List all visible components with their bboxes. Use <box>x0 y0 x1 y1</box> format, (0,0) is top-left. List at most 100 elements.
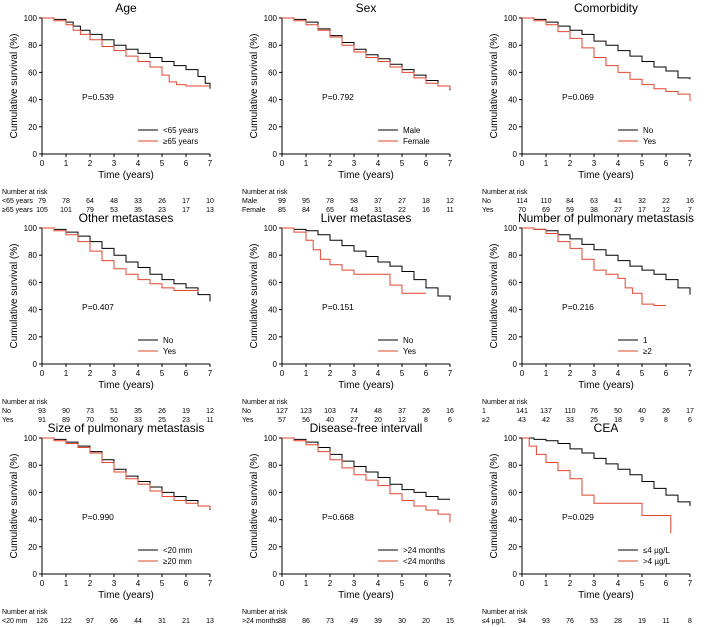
chart-8-ylabel: Cumulative survival (%) <box>489 453 500 558</box>
chart-5-risk-count: 40 <box>638 408 646 415</box>
chart-4-ytick-label: 40 <box>268 306 277 315</box>
chart-2-risk-count: 84 <box>566 198 574 205</box>
chart-4-risk-count: 27 <box>350 417 358 424</box>
chart-1-risk-count: 78 <box>326 198 334 205</box>
chart-5-risk-count: 43 <box>518 417 526 424</box>
chart-8-ytick-label: 40 <box>508 516 517 525</box>
chart-5-risk-count: 18 <box>614 417 622 424</box>
chart-1-risk-header: Number at risk <box>242 189 288 196</box>
chart-3-ytick-label: 20 <box>28 333 37 342</box>
chart-1-ytick-label: 80 <box>268 41 277 50</box>
chart-0-series-1-curve <box>42 17 210 87</box>
chart-1-risk-count: 27 <box>398 198 406 205</box>
chart-8-xtick-label: 4 <box>616 579 621 588</box>
chart-2-risk-count: 7 <box>688 207 692 214</box>
chart-8-title: CEA <box>594 421 619 435</box>
chart-0-risk-count: 48 <box>110 198 118 205</box>
chart-0-risk-count: 64 <box>86 198 94 205</box>
chart-4-ytick-label: 100 <box>264 224 278 233</box>
chart-3-risk-count: 26 <box>158 408 166 415</box>
chart-2-risk-count: 38 <box>590 207 598 214</box>
chart-0-p-value: P=0.539 <box>82 92 114 102</box>
chart-7-risk-count: 20 <box>422 618 430 625</box>
chart-6-xtick-label: 6 <box>184 579 189 588</box>
chart-6-p-value: P=0.990 <box>82 512 114 522</box>
chart-4-ylabel: Cumulative survival (%) <box>249 243 260 348</box>
chart-1-risk-count: 31 <box>374 207 382 214</box>
chart-0-risk-count: 101 <box>60 207 72 214</box>
chart-1-risk-row-label-0: Male <box>242 198 257 205</box>
chart-4-xtick-label: 1 <box>304 369 309 378</box>
chart-3-xlabel: Time (years) <box>98 380 154 391</box>
chart-3-risk-count: 19 <box>182 408 190 415</box>
chart-4-series-0-curve <box>282 227 451 301</box>
chart-7-series-1-curve <box>282 437 451 523</box>
chart-5-risk-count: 25 <box>590 417 598 424</box>
chart-4-risk-count: 20 <box>374 417 382 424</box>
chart-5-risk-count: 17 <box>686 408 694 415</box>
chart-4-ytick-label: 20 <box>268 333 277 342</box>
chart-2-xtick-label: 2 <box>568 159 573 168</box>
chart-1-axes <box>281 18 450 155</box>
chart-4-risk-count: 16 <box>446 408 454 415</box>
chart-4-ytick-label: 80 <box>268 251 277 260</box>
chart-7-risk-count: 39 <box>374 618 382 625</box>
chart-5-series-0-curve <box>522 227 691 295</box>
chart-3-legend-label-1: Yes <box>163 347 176 356</box>
chart-3-risk-count: 11 <box>206 417 213 424</box>
chart-5-risk-count: 76 <box>590 408 598 415</box>
chart-2-risk-count: 16 <box>686 198 694 205</box>
chart-7-ytick-label: 100 <box>264 434 278 443</box>
chart-3-legend-label-0: No <box>163 336 174 345</box>
chart-5-risk-count: 9 <box>640 417 644 424</box>
chart-4-risk-row-label-1: Yes <box>242 417 254 424</box>
chart-2-title: Comorbidity <box>574 1 638 15</box>
chart-4-risk-count: 8 <box>424 417 428 424</box>
chart-7-xtick-label: 3 <box>352 579 357 588</box>
chart-4-series-1-curve <box>282 227 426 294</box>
chart-4-xtick-label: 4 <box>376 369 381 378</box>
chart-1-xtick-label: 3 <box>352 159 357 168</box>
chart-0-legend-label-0: <65 years <box>163 126 198 135</box>
chart-2-xtick-label: 3 <box>592 159 597 168</box>
chart-4-risk-count: 103 <box>324 408 336 415</box>
chart-7-risk-row-label-0: >24 months <box>242 618 279 625</box>
chart-0-risk-count: 10 <box>206 198 214 205</box>
chart-5-xlabel: Time (years) <box>578 380 634 391</box>
chart-6-ytick-label: 40 <box>28 516 37 525</box>
chart-1-risk-count: 58 <box>350 198 358 205</box>
chart-4-xtick-label: 3 <box>352 369 357 378</box>
chart-4-risk-count: 127 <box>276 408 288 415</box>
chart-5-ytick-label: 80 <box>508 251 517 260</box>
chart-7-risk-count: 73 <box>326 618 334 625</box>
chart-7-series-0-curve <box>282 437 450 500</box>
chart-7-xlabel: Time (years) <box>338 590 394 601</box>
chart-3-risk-row-label-1: Yes <box>2 417 14 424</box>
chart-3-ytick-label: 100 <box>24 224 38 233</box>
chart-0-risk-count: 79 <box>86 207 94 214</box>
chart-5-risk-count: 42 <box>542 417 550 424</box>
chart-3-risk-count: 93 <box>38 408 46 415</box>
chart-5-title: Number of pulmonary metastasis <box>518 211 694 225</box>
chart-1-xtick-label: 2 <box>328 159 333 168</box>
chart-6-xtick-label: 2 <box>88 579 93 588</box>
chart-6-risk-row-label-0: <20 mm <box>2 618 28 625</box>
chart-5-ytick-label: 40 <box>508 306 517 315</box>
chart-6-ytick-label: 100 <box>24 434 38 443</box>
chart-3-risk-count: 12 <box>206 408 214 415</box>
chart-8-ytick-label: 20 <box>508 543 517 552</box>
chart-1-xtick-label: 5 <box>400 159 405 168</box>
chart-4-title: Liver metastases <box>321 211 412 225</box>
chart-5-ytick-label: 20 <box>508 333 517 342</box>
chart-5-risk-count: 6 <box>688 417 692 424</box>
chart-4-xtick-label: 2 <box>328 369 333 378</box>
chart-5-legend-label-0: 1 <box>643 336 648 345</box>
chart-1-risk-count: 16 <box>422 207 430 214</box>
chart-2-risk-count: 27 <box>614 207 622 214</box>
chart-7-risk-count: 30 <box>398 618 406 625</box>
chart-8-xtick-label: 0 <box>520 579 525 588</box>
chart-1-risk-count: 22 <box>398 207 406 214</box>
chart-8-ytick-label: 0 <box>513 570 518 579</box>
chart-2-ytick-label: 0 <box>513 150 518 159</box>
chart-5-series-1-curve <box>522 227 666 307</box>
